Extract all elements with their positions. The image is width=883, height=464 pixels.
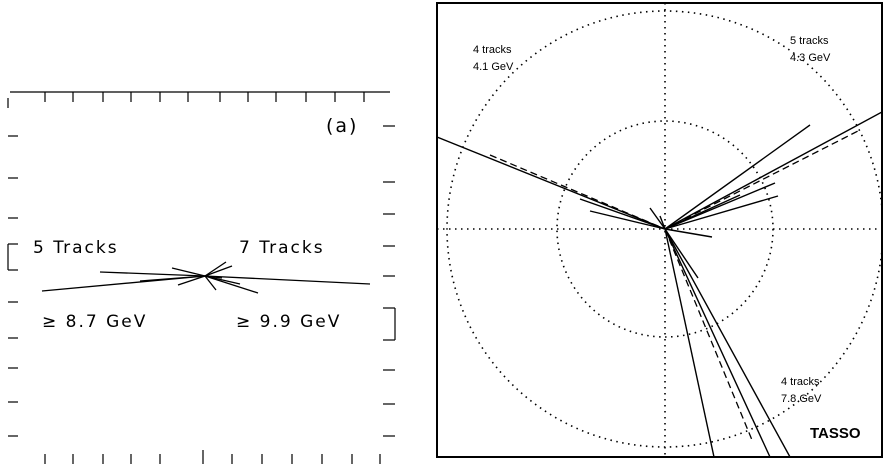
panel-a-left-jet-energy: ≥ 8.7 GeV: [42, 312, 147, 332]
track-ul-3: [589, 210, 666, 230]
panel-b-ur-tracks: 5 tracks: [790, 35, 829, 47]
panel-b-guides: [437, 3, 882, 457]
track-lo-2: [664, 228, 771, 457]
panel-b-lo-energy: 7.8 GeV: [781, 393, 822, 405]
panel-a-left-jet-tracks: 5 Tracks: [33, 238, 119, 258]
panel-a-tracks: [41, 261, 371, 294]
track-left-3: [139, 275, 206, 282]
jet-axis-upper-left: [489, 154, 666, 230]
panel-a-right-jet-tracks: 7 Tracks: [239, 238, 325, 258]
track-lo-4: [664, 228, 699, 279]
track-right-2: [204, 275, 259, 294]
track-right-long: [204, 275, 371, 285]
jet-axis-upper-right: [664, 129, 861, 230]
panel-b-ul-energy: 4.1 GeV: [473, 61, 514, 73]
track-ul-5: [659, 215, 666, 230]
outer-circle: [446, 10, 882, 448]
inner-circle: [556, 120, 774, 338]
panel-a-bottom-ticks: [44, 450, 381, 464]
track-ur-1: [664, 111, 882, 230]
panel-b: 4 tracks 4.1 GeV 5 tracks 4.3 GeV 4 trac…: [436, 2, 883, 458]
track-lo-3: [664, 228, 791, 457]
track-left-4: [171, 267, 206, 277]
track-right-6: [204, 275, 217, 291]
track-right-7: [204, 275, 223, 279]
track-ur-2: [664, 124, 811, 230]
panel-b-ul-tracks: 4 tracks: [473, 44, 512, 56]
track-left-5: [177, 275, 206, 286]
panel-a: (a) 5 Tracks 7 Tracks ≥ 8.7 GeV ≥ 9.9 Ge…: [7, 91, 396, 464]
track-ur-4: [664, 195, 779, 230]
panel-a-tag: (a): [326, 115, 358, 137]
panel-b-tracks: [437, 111, 882, 457]
panel-b-brand: TASSO: [810, 425, 861, 442]
track-lo-1: [664, 228, 715, 457]
track-ur-6: [664, 228, 713, 238]
panel-a-right-jet-energy: ≥ 9.9 GeV: [236, 312, 341, 332]
track-right-5: [204, 261, 227, 277]
panel-b-jet-axes: [489, 129, 861, 441]
track-left-2: [99, 271, 206, 277]
panel-a-top-ticks: [10, 91, 390, 102]
track-ul-4: [649, 207, 666, 230]
panel-b-lo-tracks: 4 tracks: [781, 376, 820, 388]
panel-a-right-ticks: [383, 125, 396, 437]
track-right-4: [204, 265, 233, 277]
track-ul-1: [437, 136, 666, 230]
track-ul-2: [579, 198, 666, 230]
panel-a-left-ticks: [7, 98, 18, 437]
jet-axis-lower: [664, 228, 753, 441]
panel-b-frame: [436, 2, 883, 458]
panel-b-ur-energy: 4.3 GeV: [790, 52, 831, 64]
